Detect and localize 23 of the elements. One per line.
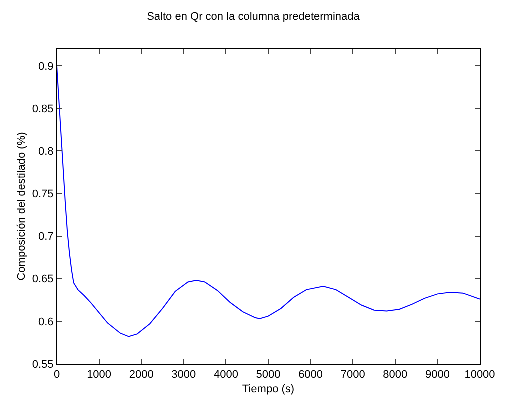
x-tick-label: 4000 — [214, 369, 238, 382]
y-tick-label: 0.85 — [32, 103, 54, 116]
x-tick-label: 0 — [54, 369, 60, 382]
y-tick-label: 0.65 — [32, 274, 54, 286]
x-tick-label: 9000 — [425, 369, 450, 382]
x-axis-title: Tiempo (s) — [242, 383, 295, 396]
x-tick-label: 5000 — [256, 369, 281, 382]
y-tick-label: 0.55 — [32, 358, 54, 371]
chart-title: Salto en Qr con la columna predeterminada — [147, 10, 361, 23]
line-series — [57, 66, 480, 338]
y-tick-label: 0.9 — [38, 60, 54, 73]
x-tick-label: 8000 — [383, 369, 408, 382]
x-tick-label: 6000 — [298, 369, 324, 382]
x-tick-label: 2000 — [129, 369, 154, 382]
x-tick-label: 7000 — [340, 369, 366, 382]
y-axis-title: Composición del destilado (%) — [16, 132, 28, 281]
y-tick-label: 0.7 — [38, 231, 54, 244]
x-tick-label: 10000 — [464, 369, 496, 382]
y-tick-label: 0.8 — [38, 146, 54, 158]
x-tick-label: 1000 — [87, 369, 112, 382]
y-tick-label: 0.75 — [32, 188, 54, 201]
y-tick-label: 0.6 — [38, 316, 54, 328]
x-tick-label: 3000 — [172, 369, 196, 382]
